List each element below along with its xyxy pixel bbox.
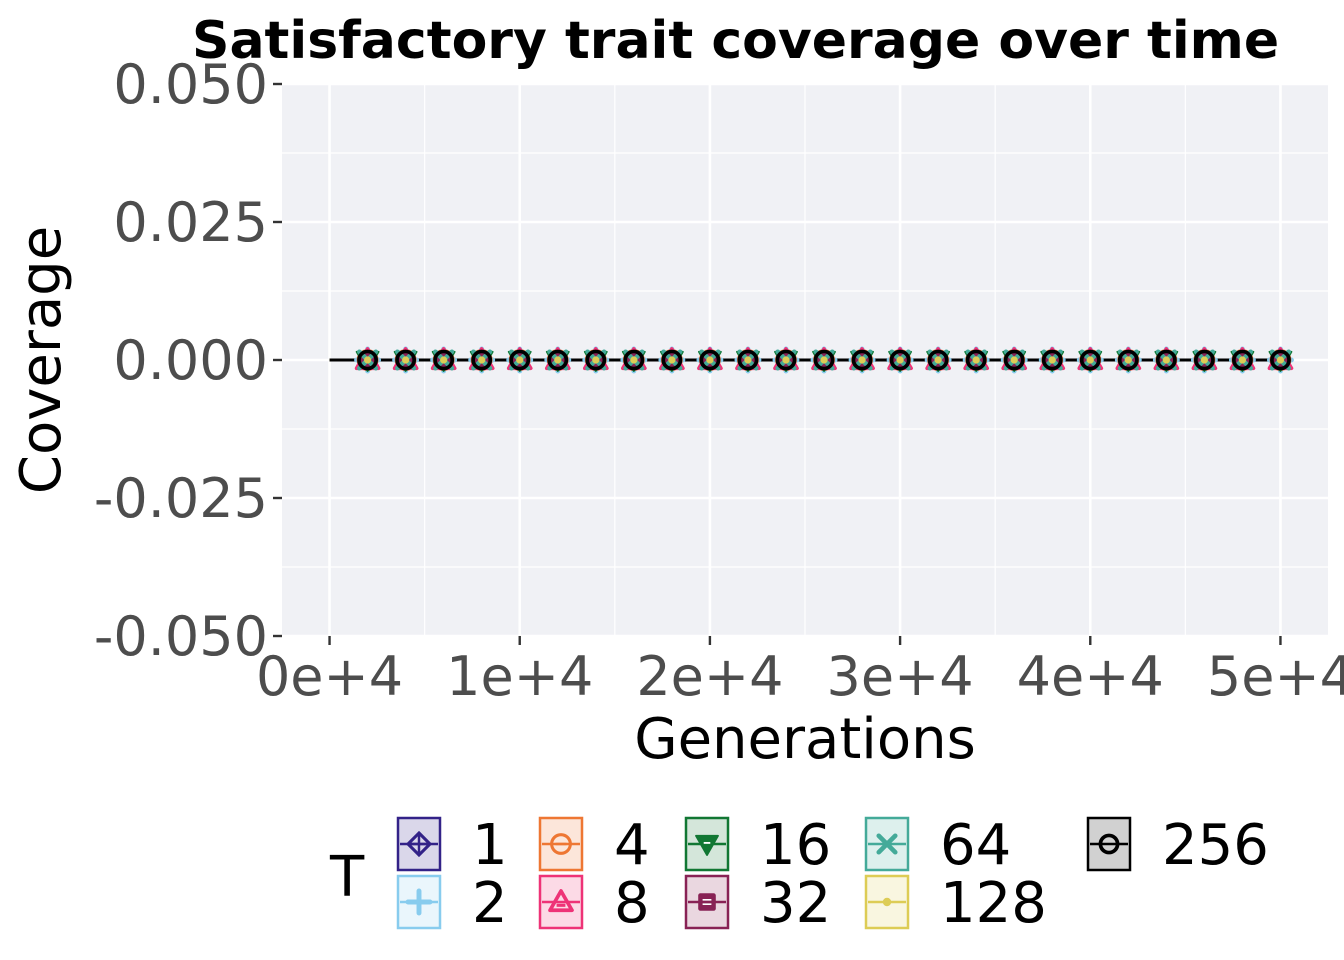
series-point [363,356,372,364]
series-point [592,356,600,364]
legend-key-marker [550,833,572,855]
series-point [813,349,835,371]
legend-key-marker [548,889,574,913]
legend-key-marker [695,834,719,856]
series-point [585,349,607,371]
legend-label: 8 [614,871,650,936]
y-tick-label: -0.025 [94,467,268,530]
axes: 0e+4 1e+4 2e+4 3e+4 4e+4 5e+4 0.050 0.025 0.000 -… [94,53,1344,708]
series-point [965,349,987,371]
series-layer [329,346,1294,374]
legend-item: 8 [538,871,650,936]
y-tick-label: 0.025 [113,191,268,254]
series-point [782,356,790,364]
series-point [1200,356,1208,364]
series-point [471,349,493,371]
series-point [668,356,676,364]
series-point [402,356,410,364]
series-point [1238,356,1247,364]
y-tick-label: -0.050 [94,605,268,668]
series-point [1155,349,1177,371]
series-point [706,356,714,364]
series-point [630,356,638,364]
series-point [896,356,904,364]
legend-label: 2 [472,871,508,936]
legend-item: 128 [864,871,1047,936]
legend-title: T [329,845,365,910]
chart-title: Satisfactory trait coverage over time [192,11,1279,71]
x-tick-label: 5e+4 [1207,645,1344,708]
series-point [1048,356,1056,364]
legend-key-marker [882,897,892,907]
series-point [1086,356,1094,364]
legend-label: 256 [1162,813,1269,878]
series-point [858,356,866,364]
legend-item: 256 [1086,813,1269,878]
legend-item: 1 [396,813,508,878]
legend-key-marker [405,830,433,858]
series-point [357,349,379,371]
series-point [433,349,455,371]
legend-key-marker [1098,833,1120,855]
series-point [1124,356,1132,364]
series-point [509,349,531,371]
series-point [1162,356,1170,364]
series-point [1270,349,1291,371]
series-point [1010,356,1018,364]
legend-item: 32 [684,871,831,936]
series-point [699,349,721,371]
series-point [820,356,828,364]
series-point [440,356,448,364]
y-tick-label: 0.050 [113,53,268,116]
series-point [889,349,911,371]
y-tick-label: 0.000 [113,329,268,392]
legend-item: 64 [864,813,1011,878]
legend-item: 4 [538,813,650,878]
x-tick-label: 3e+4 [826,645,973,708]
series-point [927,349,949,371]
x-tick-label: 4e+4 [1017,645,1164,708]
series-point [395,349,417,371]
legend-label: 4 [614,813,650,878]
series-point [775,349,797,371]
series-point [547,349,569,371]
series-point [737,349,759,371]
series-point [1003,349,1025,371]
series-point [1117,349,1139,371]
series-point [1079,349,1101,371]
legend-key-marker [405,888,433,916]
x-tick-label: 2e+4 [636,645,783,708]
series-point [554,356,562,364]
series-point [478,356,486,364]
legend-label: 1 [472,813,508,878]
series-point [744,356,752,364]
legend-item: 2 [396,871,508,936]
legend-label: 64 [940,813,1011,878]
legend-item: 16 [684,813,831,878]
series-point [851,349,873,371]
legend-label: 16 [760,813,831,878]
y-axis-label: Coverage [9,226,74,494]
series-point [972,356,980,364]
x-axis-label: Generations [634,707,976,772]
legend-key-marker [698,893,716,911]
legend-label: 32 [760,871,831,936]
series-point [1041,349,1063,371]
series-point [1231,349,1253,371]
series-point [661,349,683,371]
series-point [1276,356,1285,364]
x-tick-label: 1e+4 [446,645,593,708]
series-point [934,356,942,364]
x-tick-label: 0e+4 [256,645,403,708]
legend-label: 128 [940,871,1047,936]
series-point [516,356,524,364]
legend-key-marker [876,833,898,855]
series-point [623,349,645,371]
series-point [1193,349,1215,371]
